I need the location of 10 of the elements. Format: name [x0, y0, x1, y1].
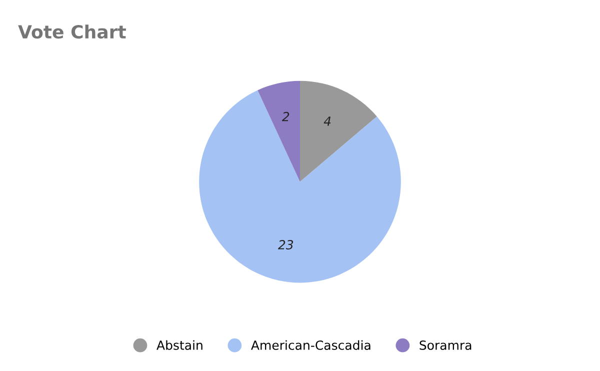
pie-slice — [300, 80, 377, 182]
data-label: 23 — [278, 240, 294, 250]
data-label: 4 — [324, 116, 331, 126]
legend-label: American-Cascadia — [251, 340, 370, 350]
chart-title: Vote Chart — [18, 24, 126, 39]
pie-slice — [199, 90, 401, 283]
legend-label: Abstain — [156, 340, 202, 350]
data-label: 2 — [282, 112, 290, 122]
pie-slice — [258, 80, 300, 182]
legend-label: Soramra — [420, 340, 472, 350]
